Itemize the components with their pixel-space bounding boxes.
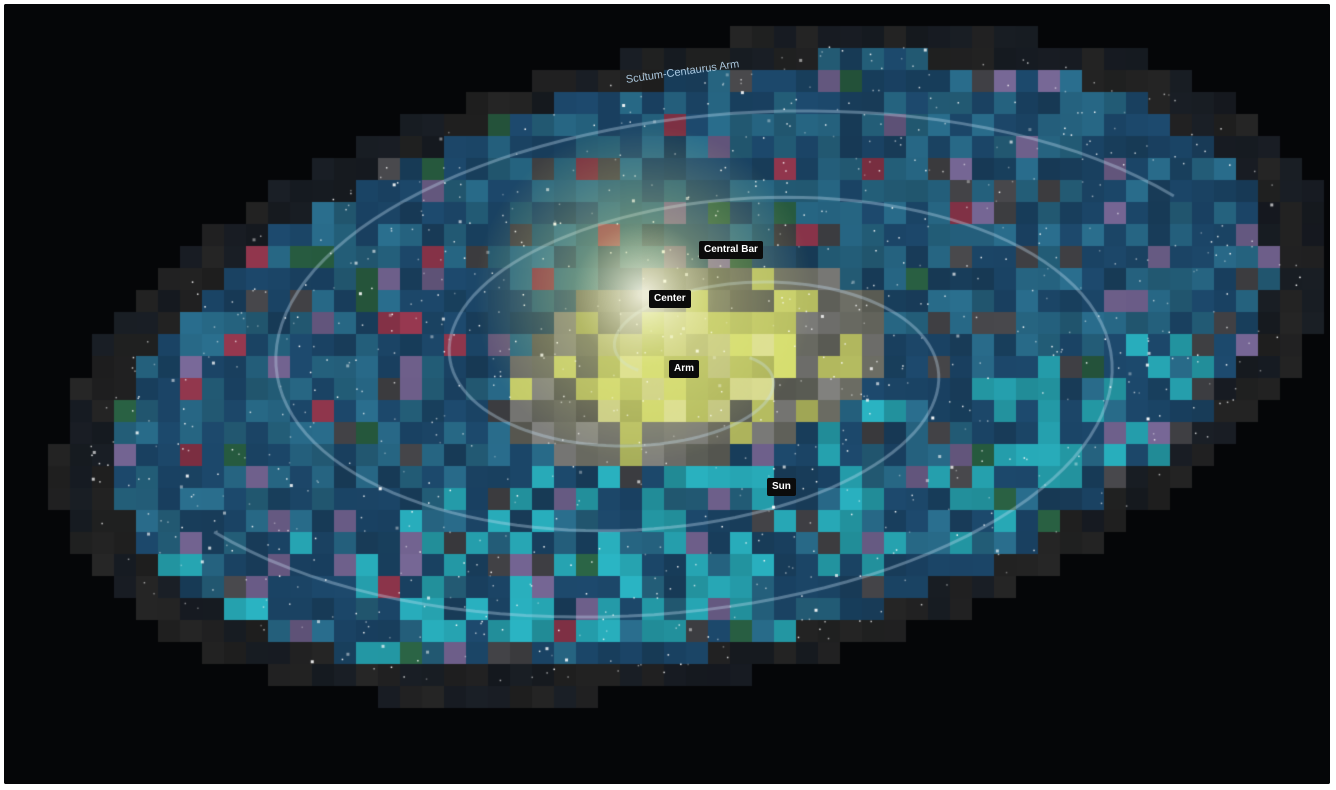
galaxy-frame: Scutum-Centaurus Arm Central Bar Center … [4,4,1330,784]
sun-label: Sun [767,478,796,496]
arm-label: Arm [669,360,699,378]
galaxy-image [4,4,1330,784]
center-label: Center [649,290,691,308]
central-bar-label: Central Bar [699,241,763,259]
